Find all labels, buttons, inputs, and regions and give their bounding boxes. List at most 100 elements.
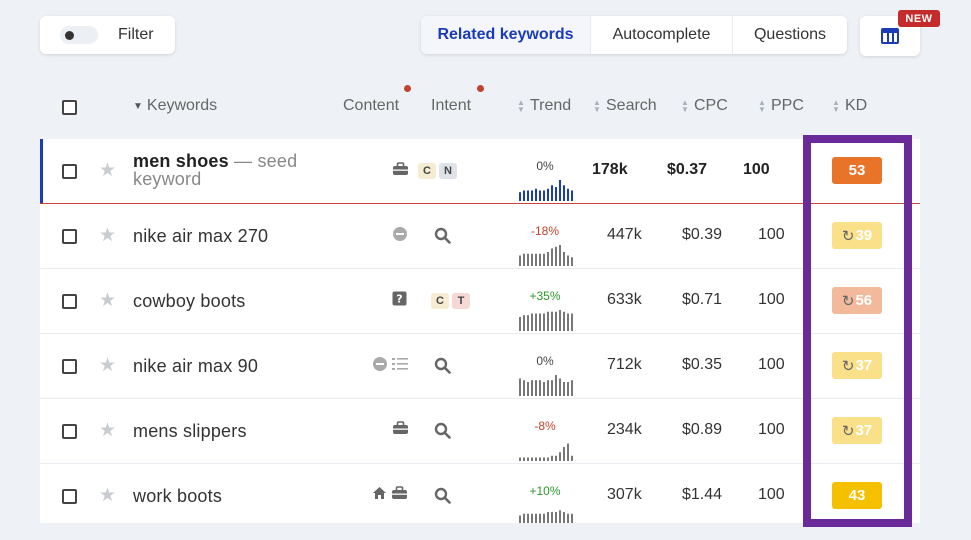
tab-related-keywords[interactable]: Related keywords xyxy=(421,16,591,54)
header-trend-label: Trend xyxy=(530,97,572,114)
trend-bar xyxy=(563,447,565,461)
cpc-value: $0.35 xyxy=(682,356,723,373)
trend-bar xyxy=(531,457,533,461)
trend-bar xyxy=(531,380,533,396)
favorite-star-icon[interactable]: ★ xyxy=(99,355,117,376)
header-keywords[interactable]: ▼ Keywords xyxy=(133,97,217,115)
header-intent[interactable]: Intent xyxy=(431,97,471,115)
kd-badge[interactable]: ↻ 37 xyxy=(832,352,882,379)
row-checkbox[interactable] xyxy=(62,489,77,504)
search-icon[interactable] xyxy=(434,422,451,439)
header-trend[interactable]: ▲ ▼ Trend xyxy=(517,97,571,115)
row-checkbox[interactable] xyxy=(62,229,77,244)
trend-bar xyxy=(567,255,569,266)
favorite-star-icon[interactable]: ★ xyxy=(99,420,117,441)
table-row[interactable]: ★ nike air max 90 0% 712k $0.35 100 ↻ 37 xyxy=(40,334,920,399)
kd-badge[interactable]: ↻ 56 xyxy=(832,287,882,314)
trend-bar xyxy=(559,245,561,266)
kd-badge[interactable]: ↻ 39 xyxy=(832,222,882,249)
kd-value: 37 xyxy=(855,357,873,374)
content-icons xyxy=(392,162,409,181)
trend-bar xyxy=(547,252,549,266)
keyword-text[interactable]: work boots xyxy=(133,486,223,506)
kd-badge[interactable]: 43 xyxy=(832,482,882,509)
trend-bar xyxy=(535,513,537,523)
trend-sparkline xyxy=(519,180,573,201)
favorite-star-icon[interactable]: ★ xyxy=(99,160,117,181)
refresh-icon[interactable]: ↻ xyxy=(841,292,855,310)
trend-bar xyxy=(531,190,533,201)
row-checkbox[interactable] xyxy=(62,424,77,439)
search-volume: 234k xyxy=(607,421,642,438)
search-icon[interactable] xyxy=(434,487,451,504)
chat-bubble-icon xyxy=(392,226,408,247)
trend-bar xyxy=(547,512,549,523)
search-icon[interactable] xyxy=(434,227,451,244)
briefcase-icon xyxy=(392,421,409,440)
trend-bar xyxy=(535,380,537,396)
table-row[interactable]: ★ nike air max 270 -18% 447k $0.39 100 ↻ 39 xyxy=(40,204,920,269)
select-all-checkbox[interactable] xyxy=(62,100,77,115)
refresh-icon[interactable]: ↻ xyxy=(841,357,855,375)
refresh-icon[interactable]: ↻ xyxy=(841,227,855,245)
header-cpc[interactable]: ▲ ▼ CPC xyxy=(681,97,728,115)
trend-bar xyxy=(543,457,545,461)
kd-badge[interactable]: 53 xyxy=(832,157,882,184)
cpc-value: $0.39 xyxy=(682,226,723,243)
trend-bar xyxy=(571,455,573,461)
trend-sparkline xyxy=(519,375,573,396)
trend-bar xyxy=(535,253,537,266)
header-kd[interactable]: ▲ ▼ KD xyxy=(832,97,867,115)
favorite-star-icon[interactable]: ★ xyxy=(99,485,117,506)
trend-bar xyxy=(543,513,545,523)
trend-bar xyxy=(567,443,569,461)
kd-badge[interactable]: ↻ 37 xyxy=(832,417,882,444)
content-icons xyxy=(392,226,408,247)
keyword-text[interactable]: cowboy boots xyxy=(133,291,246,311)
trend-sparkline xyxy=(519,443,573,461)
favorite-star-icon[interactable]: ★ xyxy=(99,225,117,246)
keyword-text[interactable]: nike air max 90 xyxy=(133,356,259,376)
trend-percent: -18% xyxy=(530,224,559,238)
trend-bar xyxy=(523,380,525,396)
keyword-text[interactable]: mens slippers xyxy=(133,421,247,441)
keyword-text[interactable]: nike air max 270 xyxy=(133,226,269,246)
kd-value: 43 xyxy=(848,487,866,504)
trend-bar xyxy=(523,315,525,331)
header-content[interactable]: Content xyxy=(343,97,399,115)
briefcase-icon xyxy=(391,486,408,505)
trend-bar xyxy=(551,311,553,331)
home-icon xyxy=(372,486,387,505)
row-checkbox[interactable] xyxy=(62,164,77,179)
tab-autocomplete[interactable]: Autocomplete xyxy=(591,16,733,54)
search-icon[interactable] xyxy=(434,357,451,374)
filter-toggle-box[interactable]: Filter xyxy=(40,16,175,54)
table-row[interactable]: ★ mens slippers -8% 234k $0.89 100 ↻ 37 xyxy=(40,399,920,464)
intent-pill-t: T xyxy=(452,293,470,309)
header-ppc[interactable]: ▲ ▼ PPC xyxy=(758,97,804,115)
trend-bar xyxy=(523,513,525,523)
row-checkbox[interactable] xyxy=(62,359,77,374)
table-row[interactable]: ★ men shoes — seed keyword C N 0% 178k $0.37 10… xyxy=(40,139,920,204)
refresh-icon[interactable]: ↻ xyxy=(841,422,855,440)
trend-bar xyxy=(555,455,557,461)
header-ppc-label: PPC xyxy=(771,97,804,114)
row-checkbox[interactable] xyxy=(62,294,77,309)
cpc-value: $1.44 xyxy=(682,486,723,503)
trend-bar xyxy=(535,188,537,201)
trend-bar xyxy=(571,313,573,331)
tab-questions[interactable]: Questions xyxy=(753,26,827,43)
favorite-star-icon[interactable]: ★ xyxy=(99,290,117,311)
trend-bar xyxy=(567,382,569,396)
trend-bar xyxy=(547,457,549,461)
ppc-value: 100 xyxy=(758,226,785,243)
filter-toggle[interactable] xyxy=(60,26,98,44)
trend-bar xyxy=(563,252,565,266)
header-search[interactable]: ▲ ▼ Search xyxy=(593,97,657,115)
trend-bar xyxy=(519,515,521,523)
table-row[interactable]: ★ cowboy boots? C T +35% 633k $0.71 100 ↻ 56 xyxy=(40,269,920,334)
trend-bar xyxy=(547,188,549,201)
table-row[interactable]: ★ work boots +10% 307k $1.44 100 43 xyxy=(40,464,920,523)
keyword-cell[interactable]: men shoes — seed keyword xyxy=(133,152,313,188)
